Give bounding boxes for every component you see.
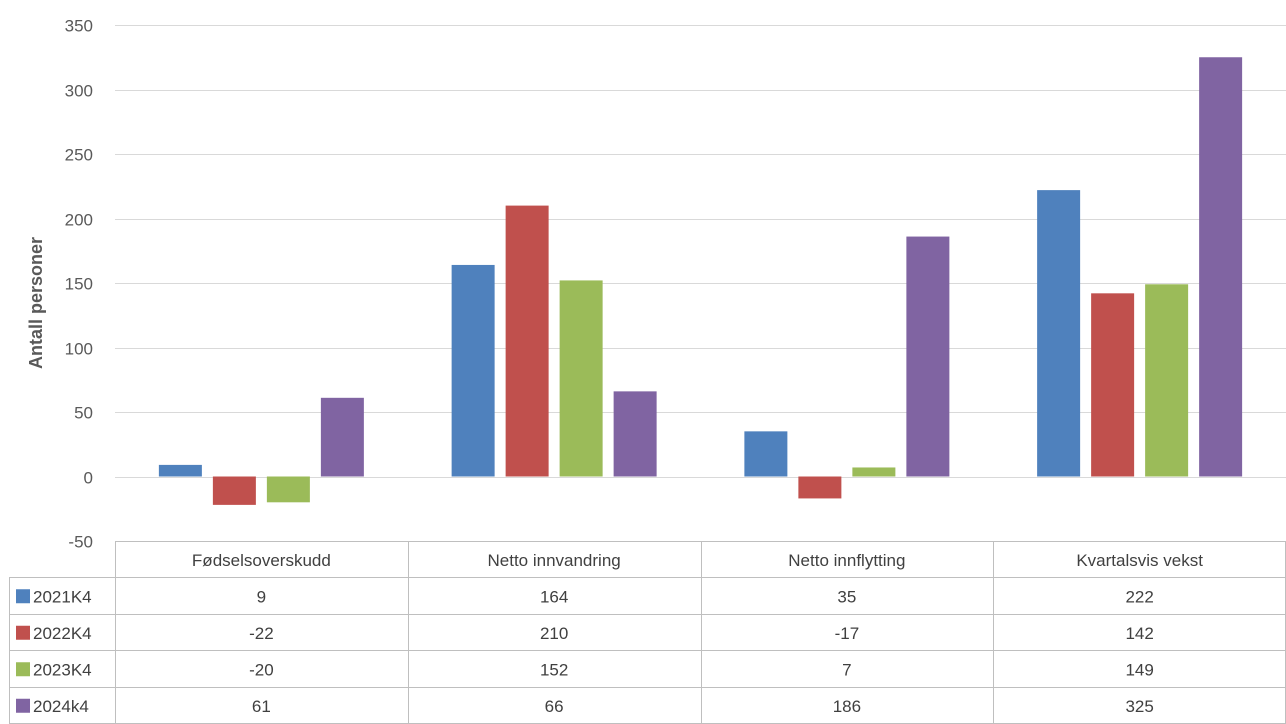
y-tick-label: 300 xyxy=(65,82,93,101)
y-axis-label: Antall personer xyxy=(26,237,46,369)
bar xyxy=(266,476,310,503)
data-label: 222 xyxy=(1125,587,1153,606)
bar xyxy=(320,397,364,477)
series-name: 2022K4 xyxy=(33,624,92,643)
bar xyxy=(906,236,950,477)
category-label: Kvartalsvis vekst xyxy=(1076,551,1203,570)
y-axis-ticks: -50 0 50 100 150 200 250 300 350 xyxy=(65,17,93,552)
bar xyxy=(1037,190,1081,477)
y-tick-label: 100 xyxy=(65,340,93,359)
series-name: 2021K4 xyxy=(33,587,92,606)
bar xyxy=(852,467,896,477)
data-label: 7 xyxy=(842,660,851,679)
category-label: Fødselsoverskudd xyxy=(192,551,331,570)
data-label: 325 xyxy=(1125,697,1153,716)
data-label: 152 xyxy=(540,660,568,679)
bar xyxy=(1091,293,1135,477)
y-tick-label: 0 xyxy=(84,469,93,488)
bars xyxy=(158,57,1243,505)
data-label: -17 xyxy=(835,624,860,643)
data-label: 35 xyxy=(837,587,856,606)
legend-swatch xyxy=(16,625,30,640)
bar xyxy=(798,476,842,499)
legend-swatch xyxy=(16,662,30,677)
bar xyxy=(212,476,256,505)
grid-lines xyxy=(115,25,1286,478)
data-label: 142 xyxy=(1125,624,1153,643)
data-label: 164 xyxy=(540,587,568,606)
y-tick-label: 350 xyxy=(65,17,93,36)
data-label: 9 xyxy=(257,587,266,606)
bar xyxy=(158,464,202,477)
category-label: Netto innflytting xyxy=(788,551,905,570)
legend-swatch xyxy=(16,589,30,604)
bar xyxy=(1199,57,1243,477)
bar xyxy=(744,431,788,477)
bar xyxy=(451,264,495,477)
series-name: 2023K4 xyxy=(33,660,92,679)
series-name: 2024k4 xyxy=(33,697,89,716)
data-table: Fødselsoverskudd Netto innvandring Netto i… xyxy=(9,541,1286,724)
data-label: 210 xyxy=(540,624,568,643)
data-label: 61 xyxy=(252,697,271,716)
y-tick-label: 200 xyxy=(65,211,93,230)
legend-swatch xyxy=(16,698,30,713)
y-tick-label: 250 xyxy=(65,146,93,165)
data-label: -20 xyxy=(249,660,274,679)
data-label: 186 xyxy=(833,697,861,716)
bar xyxy=(559,280,603,477)
bar xyxy=(613,391,657,477)
y-tick-label: -50 xyxy=(68,533,93,552)
y-tick-label: 150 xyxy=(65,275,93,294)
data-label: -22 xyxy=(249,624,274,643)
category-label: Netto innvandring xyxy=(487,551,620,570)
data-label: 149 xyxy=(1125,660,1153,679)
y-tick-label: 50 xyxy=(74,404,93,423)
data-label: 66 xyxy=(545,697,564,716)
bar xyxy=(505,205,549,477)
bar xyxy=(1145,284,1189,477)
